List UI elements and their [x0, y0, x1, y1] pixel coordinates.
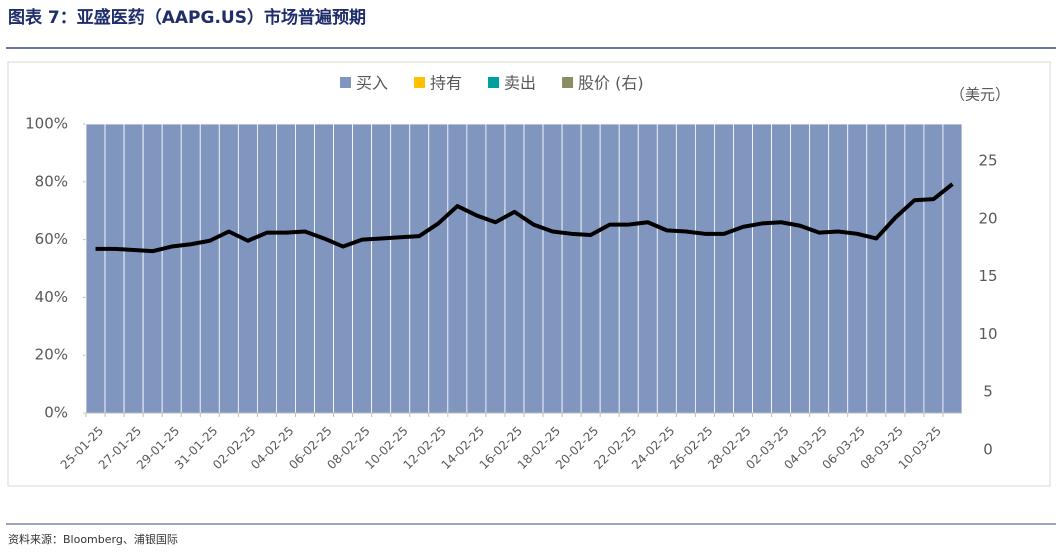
chart-frame — [7, 61, 1051, 487]
legend-swatch — [488, 77, 500, 88]
y2-axis-title: （美元） — [950, 86, 1010, 104]
bar — [314, 123, 334, 414]
bar — [885, 123, 906, 414]
bar — [466, 123, 487, 414]
bar — [790, 123, 811, 414]
y-tick-label: 20% — [35, 346, 68, 364]
bar — [199, 123, 220, 414]
y2-tick-label: 20 — [978, 209, 997, 227]
bar — [561, 123, 582, 414]
y-tick-label: 40% — [35, 288, 68, 306]
bar — [256, 123, 277, 414]
bar — [847, 123, 868, 414]
bar — [599, 123, 620, 414]
bar — [85, 123, 106, 414]
bar — [523, 123, 544, 414]
y2-tick-label: 15 — [978, 267, 997, 285]
bar — [656, 123, 677, 414]
bar — [218, 123, 239, 414]
bar — [276, 123, 296, 414]
bar — [237, 123, 258, 414]
y-tick-label: 60% — [35, 230, 68, 248]
chart-title: 图表 7：亚盛医药（AAPG.US）市场普遍预期 — [8, 7, 366, 28]
bar — [104, 123, 125, 414]
bar — [333, 123, 354, 414]
bar — [923, 123, 944, 414]
bar — [675, 123, 696, 414]
bar — [771, 123, 792, 414]
bar — [866, 123, 887, 414]
y2-tick-label: 10 — [978, 325, 997, 343]
bar — [180, 123, 201, 414]
bar — [142, 123, 163, 414]
bar — [942, 123, 963, 414]
legend-swatch — [562, 77, 574, 88]
bar — [637, 123, 658, 414]
bar — [409, 123, 430, 414]
y-tick-label: 100% — [25, 115, 68, 133]
bar — [752, 123, 772, 414]
y-tick-label: 0% — [44, 404, 68, 422]
legend-swatch — [414, 77, 426, 88]
price-line — [95, 182, 954, 254]
bar — [390, 123, 411, 414]
bar — [714, 123, 734, 414]
y2-tick-label: 0 — [983, 441, 993, 459]
bar — [428, 123, 449, 414]
bar — [904, 123, 925, 414]
legend-label: 卖出 — [504, 74, 536, 93]
legend-label: 持有 — [430, 74, 462, 93]
legend-label: 买入 — [356, 74, 388, 93]
y-tick-label: 80% — [35, 172, 68, 190]
bar — [447, 123, 468, 414]
y2-tick-label: 5 — [983, 383, 993, 401]
legend-swatch — [340, 77, 351, 88]
bar — [828, 123, 849, 414]
bar — [733, 123, 753, 414]
bar — [295, 123, 315, 414]
bar — [694, 123, 715, 414]
bar — [123, 123, 144, 414]
legend-label: 股价 (右) — [578, 74, 644, 93]
bar — [618, 123, 639, 414]
bar — [485, 123, 506, 414]
bar — [504, 123, 525, 414]
bar — [161, 123, 182, 414]
y2-tick-label: 25 — [978, 151, 997, 169]
bar — [371, 123, 392, 414]
plot: 0%20%40%60%80%100%051015202525-01-2527-0… — [25, 74, 997, 473]
bar — [580, 123, 601, 414]
bar — [352, 123, 373, 414]
bar — [542, 123, 563, 414]
bar — [809, 123, 830, 414]
source: 资料来源：Bloomberg、浦银国际 — [8, 532, 178, 546]
